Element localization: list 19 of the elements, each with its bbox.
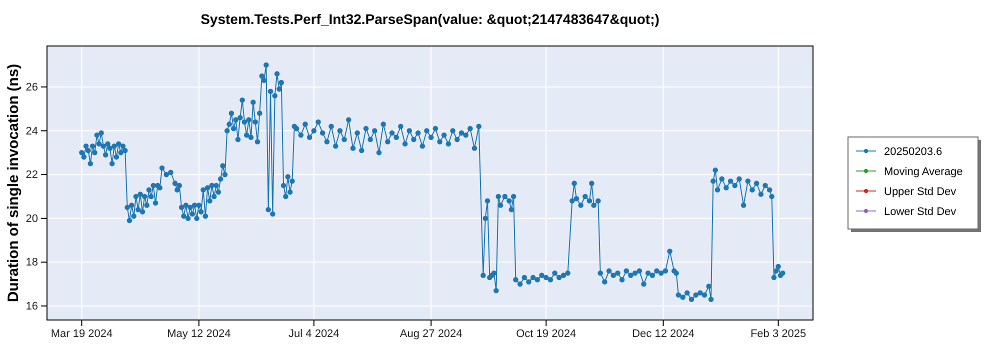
y-tick-label: 26 (26, 81, 38, 94)
y-tick-label: 24 (26, 125, 38, 138)
x-tick-label: Dec 12 2024 (632, 328, 694, 340)
x-tick-label: Feb 3 2025 (750, 328, 806, 340)
x-tick-label: Aug 27 2024 (400, 328, 462, 340)
legend-label: Lower Std Dev (884, 206, 957, 218)
x-tick-label: Oct 19 2024 (516, 328, 576, 340)
y-axis-title: Duration of single invocation (ns) (5, 64, 22, 302)
y-tick-label: 20 (26, 212, 38, 225)
y-tick-label: 16 (26, 300, 38, 312)
legend-label: Moving Average (884, 166, 963, 178)
chart-title: System.Tests.Perf_Int32.ParseSpan(value: &quot;2147483647&quot;) (200, 11, 660, 27)
x-tick-label: Jul 4 2024 (288, 328, 340, 340)
y-tick-label: 18 (26, 256, 38, 269)
legend-label: 20250203.6 (884, 146, 942, 158)
y-tick-label: 22 (26, 169, 38, 182)
x-tick-label: May 12 2024 (167, 328, 231, 340)
legend-label: Upper Std Dev (884, 186, 957, 198)
x-tick-label: Mar 19 2024 (50, 328, 113, 340)
